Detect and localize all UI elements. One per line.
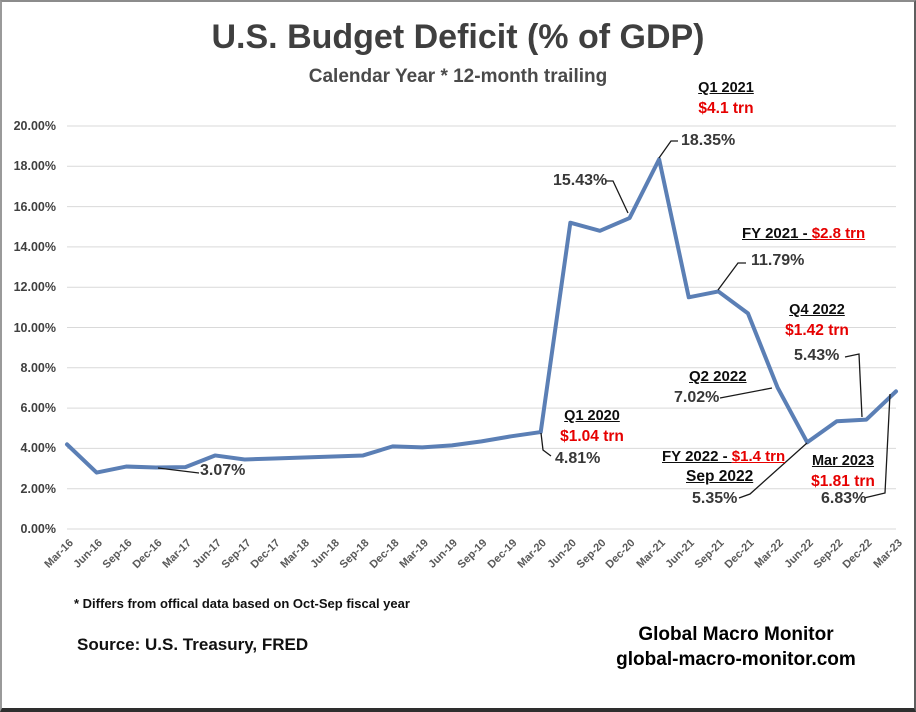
leader-line-sep21	[717, 262, 746, 291]
leader-line-mar20	[540, 432, 552, 457]
y-tick-label: 12.00%	[13, 280, 56, 295]
annotation-q1-2021: Q1 2021 $4.1 trn	[688, 80, 764, 117]
annotation-fy2022: FY 2022 - $1.4 trn	[662, 448, 785, 466]
annotation-q1-2020: Q1 2020 $1.04 trn	[558, 408, 626, 445]
y-tick-label: 6.00%	[20, 401, 56, 416]
branding-name: Global Macro Monitor	[638, 624, 834, 645]
annotation-q4-2022-amount: $1.42 trn	[785, 322, 849, 339]
page-title: U.S. Budget Deficit (% of GDP)	[211, 18, 705, 56]
annotation-sep-2022-label: Sep 2022	[686, 468, 754, 485]
leader-line-3-07	[157, 467, 200, 474]
annotation-early-value: 3.07%	[200, 462, 246, 479]
annotation-mar-2023-amount: $1.81 trn	[811, 473, 875, 490]
leader-line-dec22	[844, 353, 863, 418]
y-tick-label: 20.00%	[13, 119, 56, 133]
annotation-fy2021: FY 2021 - $2.8 trn	[742, 225, 865, 243]
annotation-mar20-value: 4.81%	[555, 450, 601, 467]
gridlines	[67, 125, 896, 530]
annotation-q2-2022-label: Q2 2022	[689, 368, 747, 385]
annotation-dec22-value: 5.43%	[794, 347, 840, 364]
leader-line-mar23	[863, 393, 891, 499]
annotation-mar-2023-label: Mar 2023	[811, 453, 875, 469]
deficit-line-series	[65, 157, 898, 475]
annotation-fy2021-label: FY 2021 -	[742, 225, 812, 242]
annotation-dec20-value: 15.43%	[553, 172, 608, 189]
annotation-q2-2022-value: 7.02%	[674, 389, 720, 406]
y-tick-label: 14.00%	[13, 239, 56, 254]
leader-line-peak	[658, 140, 678, 159]
branding-url: global-macro-monitor.com	[616, 649, 856, 670]
annotation-q4-2022-label: Q4 2022	[789, 302, 845, 318]
annotation-mar-2023: Mar 2023 $1.81 trn	[806, 453, 880, 490]
page-subtitle: Calendar Year * 12-month trailing	[308, 66, 608, 87]
leader-line-q2-2022	[719, 387, 773, 399]
y-tick-label: 0.00%	[20, 522, 56, 536]
annotation-q4-2022: Q4 2022 $1.42 trn	[783, 302, 851, 339]
annotation-q1-2021-amount: $4.1 trn	[698, 100, 754, 117]
annotation-fy2022-amount: $1.4 trn	[731, 448, 786, 465]
annotation-fy2021-amount: $2.8 trn	[811, 225, 866, 242]
annotation-sep21-value: 11.79%	[751, 252, 805, 269]
y-tick-label: 18.00%	[13, 159, 56, 174]
fiscal-year-footnote: * Differs from offical data based on Oct…	[74, 596, 410, 611]
source-note: Source: U.S. Treasury, FRED	[77, 635, 309, 654]
annotation-fy2022-label: FY 2022 -	[662, 448, 732, 465]
annotation-q1-2020-label: Q1 2020	[564, 408, 620, 424]
y-tick-label: 4.00%	[20, 441, 56, 456]
annotation-q1-2021-label: Q1 2021	[698, 80, 754, 96]
leader-line-dec20	[605, 180, 629, 214]
y-tick-label: 16.00%	[13, 199, 56, 214]
leader-line-sep22	[738, 442, 808, 499]
y-tick-label: 8.00%	[20, 360, 56, 375]
annotation-peak-value: 18.35%	[681, 132, 736, 149]
y-tick-label: 2.00%	[20, 481, 56, 496]
annotation-sep22-value: 5.35%	[692, 490, 738, 507]
annotation-mar23-value: 6.83%	[821, 490, 867, 507]
y-tick-label: 10.00%	[13, 320, 56, 335]
annotation-q1-2020-amount: $1.04 trn	[560, 428, 624, 445]
branding-block: Global Macro Monitor global-macro-monito…	[590, 623, 882, 673]
